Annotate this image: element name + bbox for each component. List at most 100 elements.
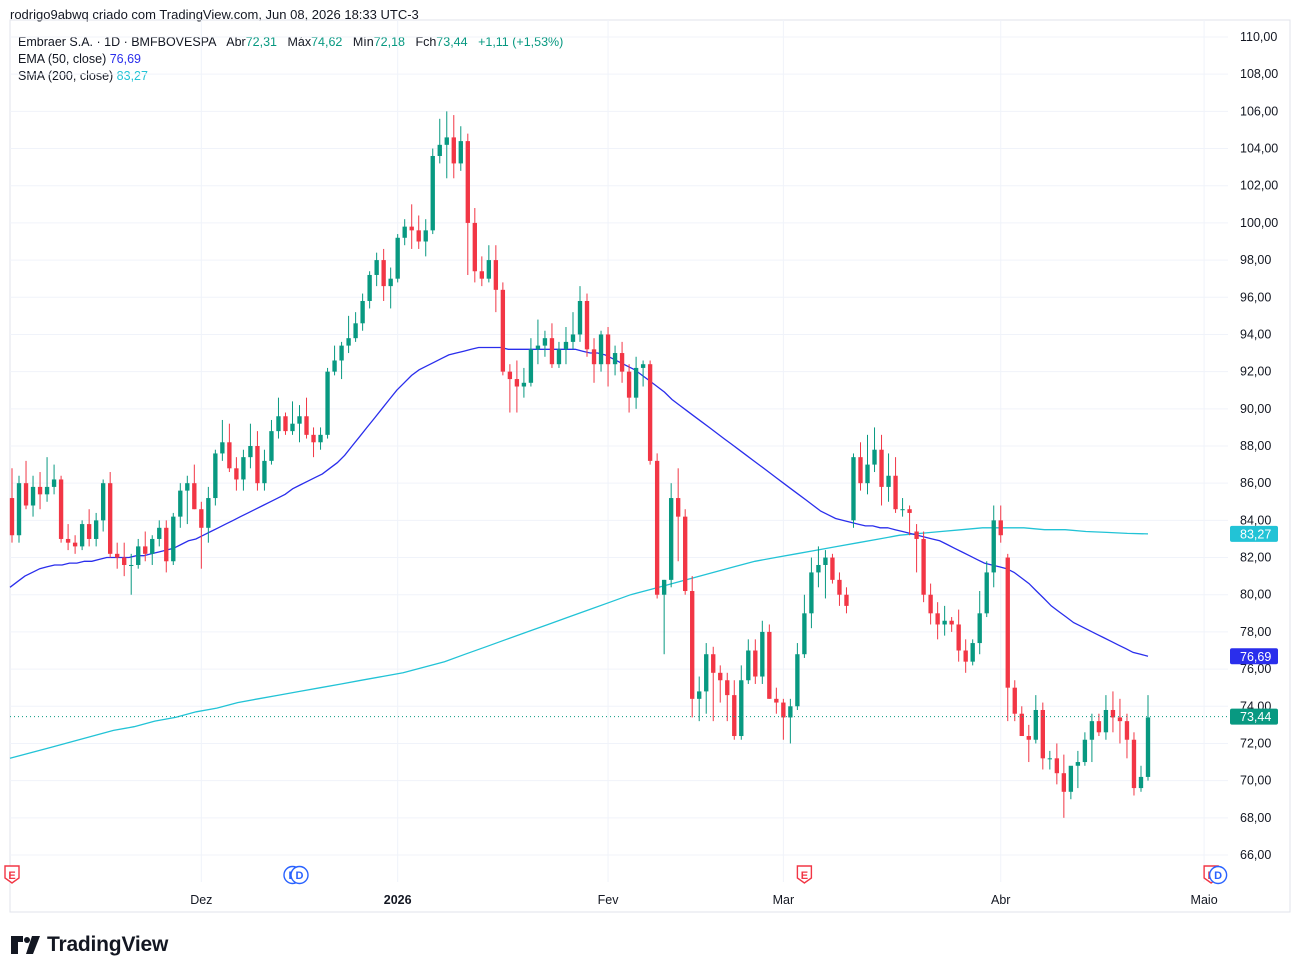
candle-body[interactable] bbox=[732, 695, 737, 737]
candle-body[interactable] bbox=[1082, 739, 1088, 763]
candle-body[interactable] bbox=[500, 289, 506, 372]
candle-body[interactable] bbox=[423, 230, 428, 242]
candle-body[interactable] bbox=[325, 371, 330, 435]
candle-body[interactable] bbox=[928, 594, 933, 614]
candle-body[interactable] bbox=[528, 349, 534, 383]
candle-body[interactable] bbox=[178, 490, 183, 517]
candle-body[interactable] bbox=[711, 654, 716, 673]
candle-body[interactable] bbox=[837, 579, 842, 595]
candle-body[interactable] bbox=[718, 672, 723, 681]
candle-body[interactable] bbox=[977, 613, 982, 644]
tradingview-logo[interactable]: TradingView bbox=[11, 933, 168, 957]
candle-body[interactable] bbox=[122, 557, 127, 565]
candle-body[interactable] bbox=[1005, 557, 1010, 688]
candle-body[interactable] bbox=[241, 457, 246, 480]
candle-body[interactable] bbox=[1138, 776, 1144, 789]
candle-body[interactable] bbox=[921, 538, 926, 595]
candle-body[interactable] bbox=[199, 509, 204, 528]
candle-body[interactable] bbox=[612, 353, 618, 365]
candle-body[interactable] bbox=[16, 483, 22, 536]
candle-body[interactable] bbox=[802, 613, 807, 655]
candle-body[interactable] bbox=[1061, 773, 1067, 792]
candle-body[interactable] bbox=[872, 449, 877, 465]
candle-body[interactable] bbox=[900, 509, 905, 511]
candle-body[interactable] bbox=[479, 271, 485, 279]
price-chart[interactable]: 66,0068,0070,0072,0074,0076,0078,0080,00… bbox=[0, 0, 1300, 920]
candle-body[interactable] bbox=[661, 579, 667, 595]
candle-body[interactable] bbox=[220, 442, 225, 454]
candle-body[interactable] bbox=[1068, 765, 1074, 792]
candle-body[interactable] bbox=[79, 524, 85, 547]
candle-body[interactable] bbox=[150, 538, 155, 554]
candle-body[interactable] bbox=[164, 527, 169, 562]
candle-body[interactable] bbox=[998, 520, 1003, 536]
candle-body[interactable] bbox=[549, 338, 555, 365]
candle-body[interactable] bbox=[136, 546, 141, 565]
candle-body[interactable] bbox=[283, 416, 288, 432]
candle-body[interactable] bbox=[44, 486, 50, 495]
candle-body[interactable] bbox=[949, 620, 954, 625]
candle-body[interactable] bbox=[486, 260, 492, 279]
candle-body[interactable] bbox=[851, 457, 856, 521]
candle-body[interactable] bbox=[297, 416, 302, 424]
candle-body[interactable] bbox=[9, 498, 15, 536]
candle-body[interactable] bbox=[493, 260, 499, 290]
candle-body[interactable] bbox=[633, 367, 639, 398]
candle-body[interactable] bbox=[795, 654, 800, 707]
candle-body[interactable] bbox=[234, 468, 239, 480]
candle-body[interactable] bbox=[507, 371, 513, 380]
symbol-legend-row[interactable]: Embraer S.A. · 1D · BMFBOVESPA Abr72,31 … bbox=[18, 34, 563, 51]
candle-body[interactable] bbox=[584, 300, 590, 350]
candle-body[interactable] bbox=[858, 457, 863, 484]
candle-body[interactable] bbox=[767, 631, 772, 699]
candle-body[interactable] bbox=[886, 475, 891, 487]
candle-body[interactable] bbox=[157, 527, 162, 539]
candle-body[interactable] bbox=[753, 650, 758, 677]
candle-body[interactable] bbox=[395, 237, 400, 279]
candle-body[interactable] bbox=[1124, 721, 1130, 740]
candle-body[interactable] bbox=[458, 141, 463, 164]
candle-body[interactable] bbox=[542, 338, 548, 346]
candle-body[interactable] bbox=[774, 698, 779, 703]
candle-body[interactable] bbox=[1054, 758, 1060, 774]
candle-body[interactable] bbox=[185, 483, 190, 491]
candle-body[interactable] bbox=[416, 230, 421, 242]
candle-body[interactable] bbox=[374, 260, 379, 275]
candle-body[interactable] bbox=[704, 654, 709, 692]
candle-body[interactable] bbox=[690, 591, 695, 699]
candle-body[interactable] bbox=[605, 334, 611, 365]
candle-body[interactable] bbox=[619, 353, 625, 372]
candle-body[interactable] bbox=[360, 300, 365, 324]
candle-body[interactable] bbox=[535, 345, 541, 350]
candle-body[interactable] bbox=[227, 442, 232, 469]
candle-body[interactable] bbox=[276, 416, 281, 432]
candle-body[interactable] bbox=[143, 546, 148, 554]
candle-body[interactable] bbox=[683, 516, 688, 592]
candle-body[interactable] bbox=[1026, 736, 1031, 740]
candle-body[interactable] bbox=[942, 620, 947, 625]
candle-body[interactable] bbox=[255, 446, 260, 484]
candle-body[interactable] bbox=[311, 434, 316, 443]
candle-body[interactable] bbox=[339, 345, 344, 361]
candle-body[interactable] bbox=[788, 706, 793, 718]
dividend-event-icon[interactable] bbox=[290, 865, 309, 885]
candle-body[interactable] bbox=[30, 486, 36, 506]
candle-body[interactable] bbox=[86, 524, 92, 539]
candle-body[interactable] bbox=[830, 557, 835, 580]
candle-body[interactable] bbox=[823, 557, 828, 565]
ema-legend-row[interactable]: EMA (50, close) 76,69 bbox=[18, 51, 563, 68]
candle-body[interactable] bbox=[206, 498, 211, 528]
sma-legend-row[interactable]: SMA (200, close) 83,27 bbox=[18, 68, 563, 85]
candle-body[interactable] bbox=[65, 538, 71, 543]
candle-body[interactable] bbox=[725, 680, 730, 696]
candle-body[interactable] bbox=[1033, 709, 1038, 740]
candle-body[interactable] bbox=[577, 300, 583, 335]
candle-body[interactable] bbox=[115, 553, 120, 558]
candle-body[interactable] bbox=[1075, 762, 1081, 766]
candle-body[interactable] bbox=[1145, 717, 1151, 777]
candle-body[interactable] bbox=[129, 564, 134, 566]
candle-body[interactable] bbox=[171, 516, 176, 562]
candle-body[interactable] bbox=[465, 141, 470, 223]
candle-body[interactable] bbox=[51, 479, 57, 487]
candle-body[interactable] bbox=[1096, 721, 1102, 733]
